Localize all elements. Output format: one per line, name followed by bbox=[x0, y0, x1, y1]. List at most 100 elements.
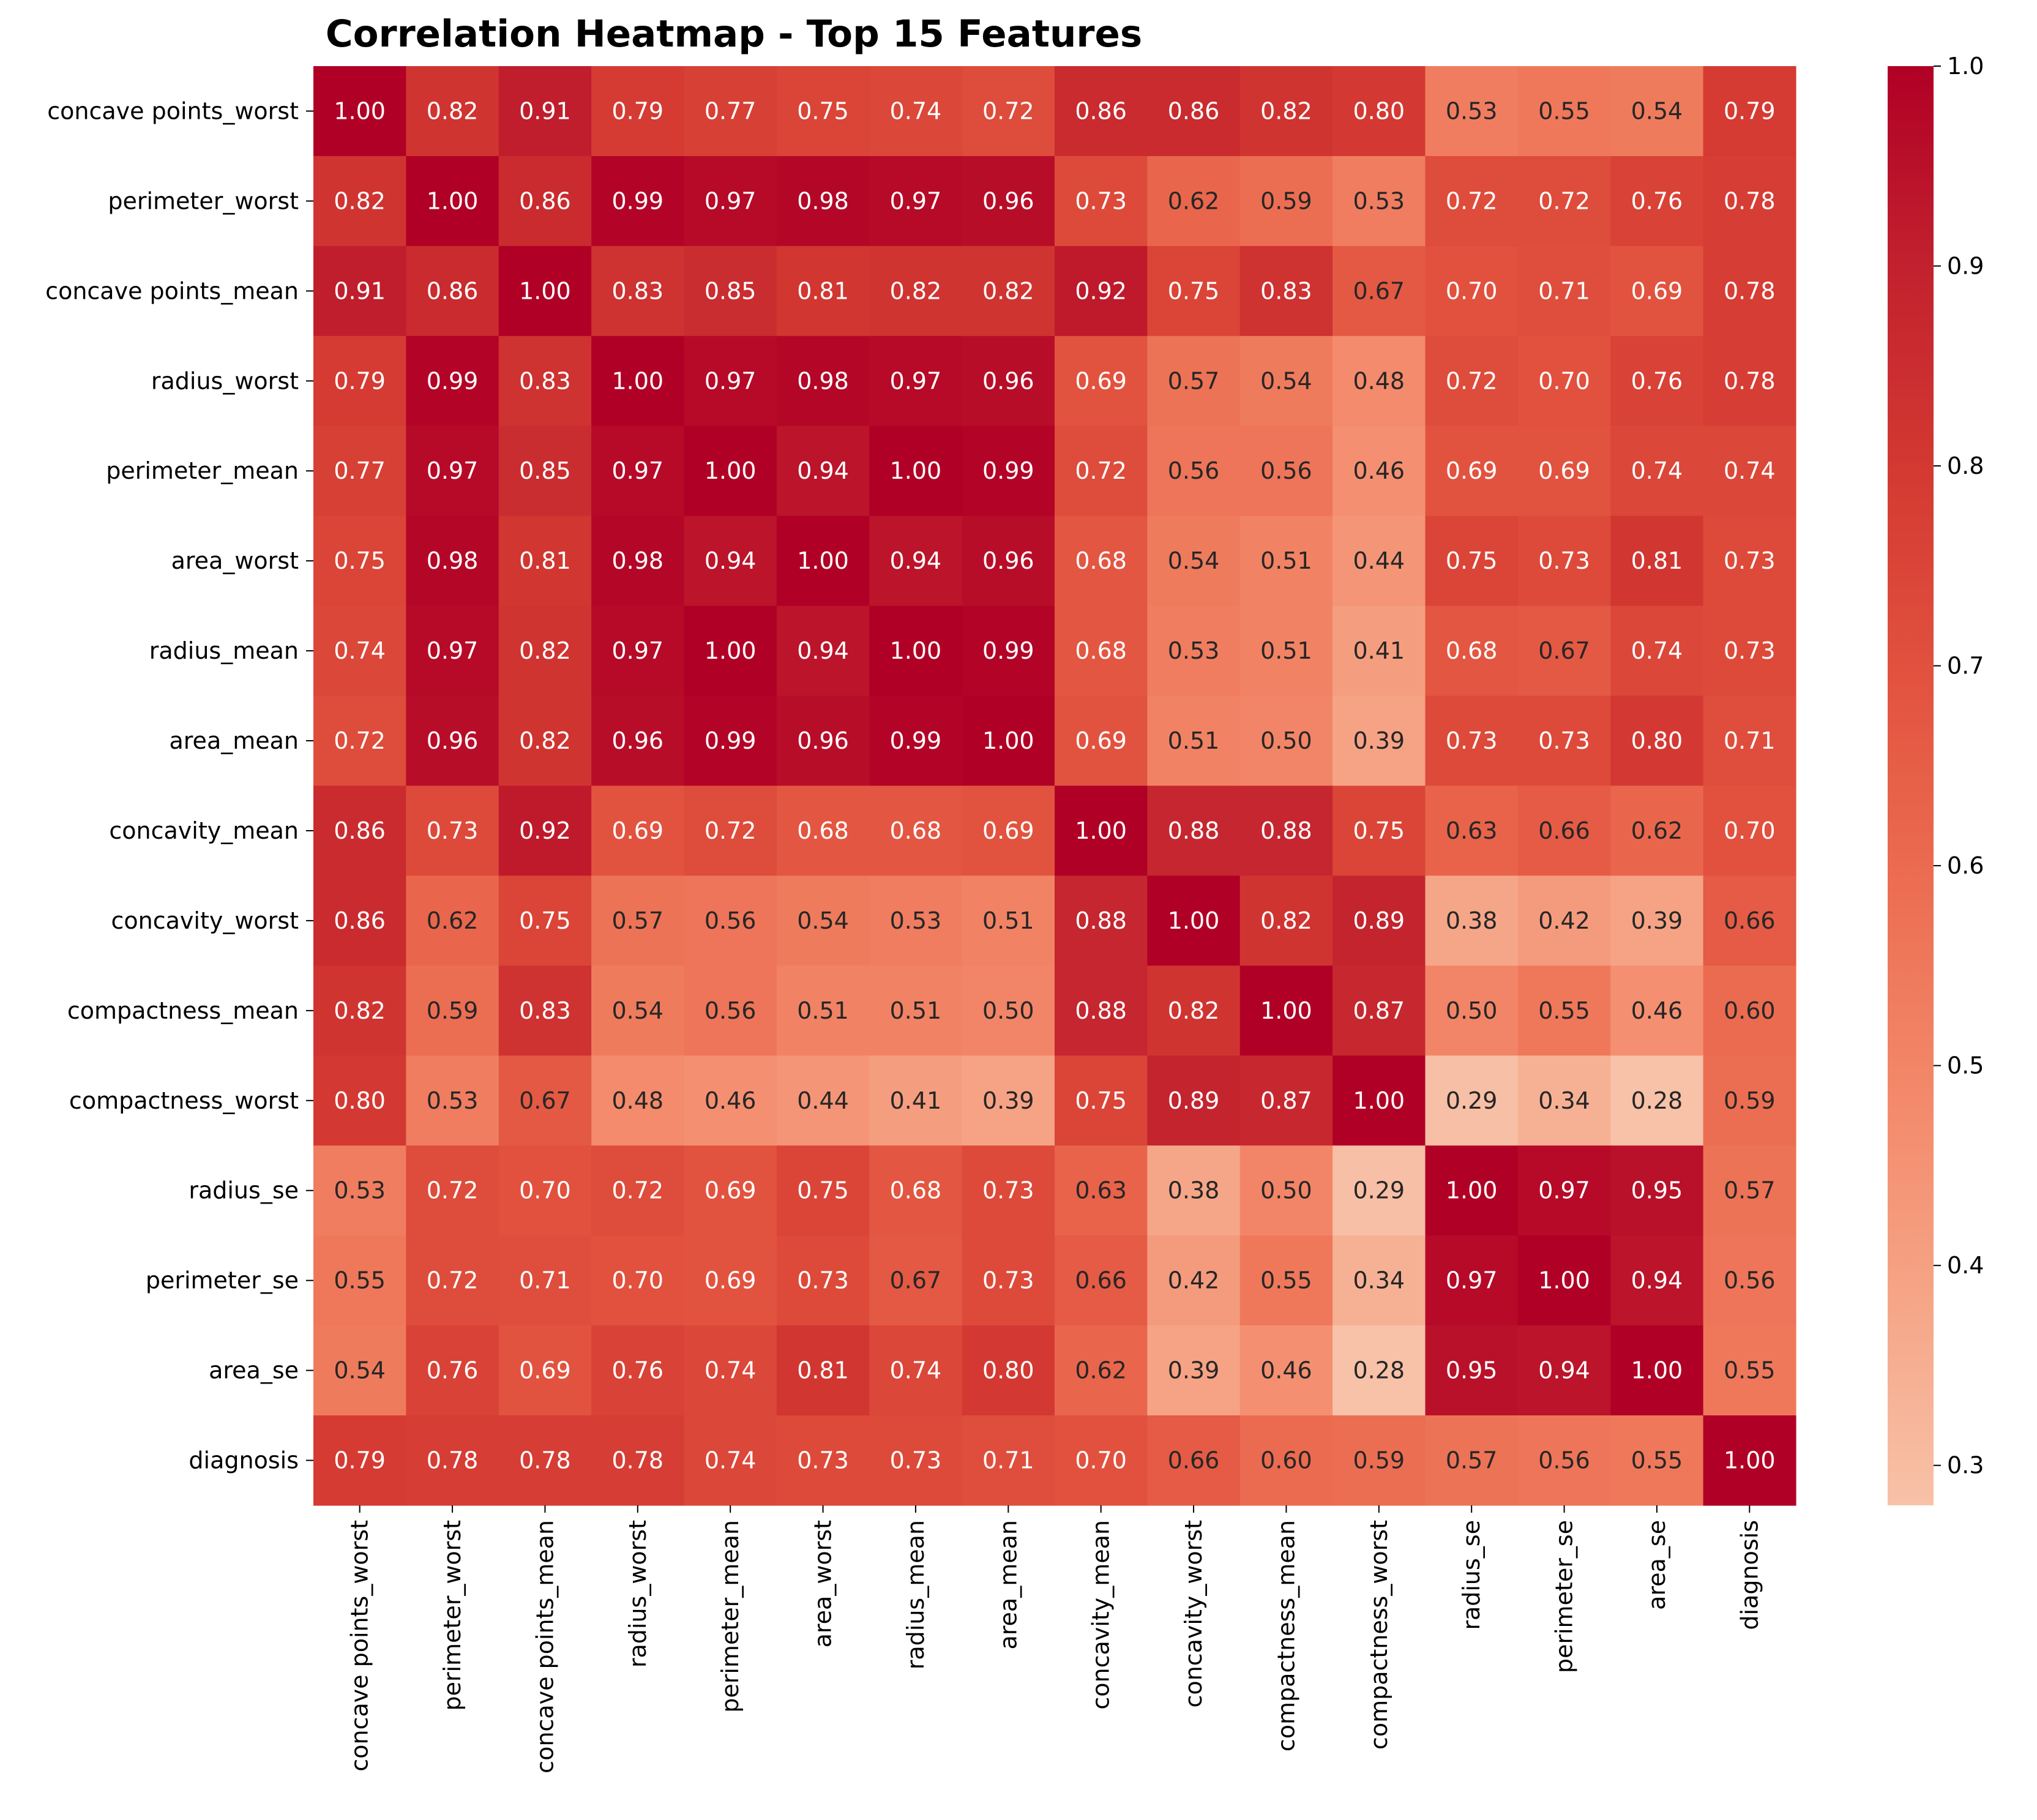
heatmap-cell bbox=[1703, 605, 1796, 697]
heatmap-cell bbox=[1055, 335, 1148, 427]
cell-value-label: 0.50 bbox=[1260, 1177, 1312, 1204]
heatmap-cell bbox=[962, 66, 1055, 157]
heatmap-cell bbox=[498, 785, 592, 877]
x-tick-label: radius_mean bbox=[902, 1520, 929, 1669]
cell-value-label: 0.60 bbox=[1724, 997, 1776, 1024]
cell-value-label: 0.68 bbox=[797, 817, 849, 844]
heatmap-cell bbox=[1517, 1145, 1611, 1236]
heatmap-cell bbox=[962, 425, 1055, 517]
heatmap-cell bbox=[1147, 1145, 1241, 1236]
cell-value-label: 1.00 bbox=[1631, 1357, 1683, 1384]
heatmap-cell bbox=[1147, 245, 1241, 337]
heatmap-cell bbox=[406, 155, 499, 247]
heatmap-cell bbox=[962, 965, 1055, 1056]
cell-value-label: 0.69 bbox=[705, 1177, 757, 1204]
cell-value-label: 0.72 bbox=[334, 727, 386, 754]
heatmap-cell bbox=[498, 1325, 592, 1416]
heatmap-cell bbox=[591, 66, 685, 157]
heatmap-cell bbox=[591, 695, 685, 787]
cell-value-label: 1.00 bbox=[1446, 1177, 1498, 1204]
cell-value-label: 0.39 bbox=[1168, 1357, 1220, 1384]
heatmap-cell bbox=[1703, 1055, 1796, 1146]
cell-value-label: 0.74 bbox=[705, 1447, 757, 1474]
y-tick-label: perimeter_worst bbox=[108, 187, 299, 214]
cell-value-label: 0.97 bbox=[427, 637, 479, 664]
cell-value-label: 0.85 bbox=[705, 277, 757, 304]
heatmap-cell bbox=[1055, 1235, 1148, 1326]
heatmap-cell bbox=[1239, 335, 1333, 427]
heatmap-cell bbox=[591, 1145, 685, 1236]
heatmap-cell bbox=[1703, 1325, 1796, 1416]
cell-value-label: 0.78 bbox=[612, 1447, 664, 1474]
heatmap-cell bbox=[1147, 875, 1241, 966]
heatmap-cell bbox=[1332, 425, 1426, 517]
cell-value-label: 0.73 bbox=[890, 1447, 942, 1474]
heatmap-cell bbox=[1147, 695, 1241, 787]
cell-value-label: 0.72 bbox=[1538, 187, 1590, 214]
heatmap-cell bbox=[498, 245, 592, 337]
x-tick-label: concavity_worst bbox=[1180, 1520, 1207, 1708]
cell-value-label: 0.83 bbox=[519, 997, 571, 1024]
cell-value-label: 0.82 bbox=[427, 97, 479, 124]
cell-value-label: 0.56 bbox=[705, 997, 757, 1024]
cell-value-label: 0.73 bbox=[982, 1267, 1034, 1294]
heatmap-cell bbox=[1610, 605, 1704, 697]
cell-value-label: 0.82 bbox=[519, 637, 571, 664]
heatmap-cell bbox=[1239, 155, 1333, 247]
cell-value-label: 0.89 bbox=[1353, 907, 1405, 934]
cell-value-label: 0.62 bbox=[1168, 187, 1220, 214]
cell-value-label: 0.82 bbox=[334, 187, 386, 214]
heatmap-cell bbox=[776, 875, 870, 966]
cell-value-label: 0.70 bbox=[1075, 1447, 1127, 1474]
heatmap-cell bbox=[406, 1325, 499, 1416]
cell-value-label: 0.66 bbox=[1724, 907, 1776, 934]
colorbar-tick-label: 1.0 bbox=[1947, 53, 1984, 80]
heatmap-cell bbox=[962, 1415, 1055, 1506]
cell-value-label: 0.46 bbox=[1631, 997, 1683, 1024]
heatmap-cell bbox=[1703, 155, 1796, 247]
y-tick-label: radius_mean bbox=[149, 637, 299, 664]
heatmap-cell bbox=[1703, 965, 1796, 1056]
heatmap-cell bbox=[1517, 875, 1611, 966]
colorbar-gradient bbox=[1888, 66, 1934, 1505]
cell-value-label: 0.55 bbox=[1538, 97, 1590, 124]
heatmap-cell bbox=[1147, 335, 1241, 427]
heatmap-cell bbox=[1239, 605, 1333, 697]
heatmap-cell bbox=[776, 155, 870, 247]
heatmap-cell bbox=[313, 66, 406, 157]
heatmap-cell bbox=[1517, 515, 1611, 607]
heatmap-cell bbox=[684, 335, 777, 427]
colorbar-tick-label: 0.8 bbox=[1947, 452, 1984, 479]
cell-value-label: 0.76 bbox=[1631, 187, 1683, 214]
cell-value-label: 0.57 bbox=[1168, 367, 1220, 394]
heatmap-cell bbox=[313, 1055, 406, 1146]
cell-value-label: 0.76 bbox=[612, 1357, 664, 1384]
cell-value-label: 0.98 bbox=[797, 187, 849, 214]
cell-value-label: 0.92 bbox=[1075, 277, 1127, 304]
cell-value-label: 0.34 bbox=[1353, 1267, 1405, 1294]
cell-value-label: 0.70 bbox=[1724, 817, 1776, 844]
x-tick-label: perimeter_mean bbox=[717, 1520, 744, 1713]
cell-value-label: 0.83 bbox=[1260, 277, 1312, 304]
cell-value-label: 0.97 bbox=[890, 367, 942, 394]
heatmap-cell bbox=[776, 1055, 870, 1146]
heatmap-cell bbox=[776, 335, 870, 427]
cell-value-label: 0.70 bbox=[519, 1177, 571, 1204]
x-axis: concave points_worst perimeter_worst conca… bbox=[346, 1505, 1763, 1773]
cell-value-label: 0.48 bbox=[1353, 367, 1405, 394]
y-tick-label: area_se bbox=[209, 1357, 299, 1384]
cell-value-label: 0.75 bbox=[797, 97, 849, 124]
heatmap-cell bbox=[869, 1325, 963, 1416]
heatmap-cell bbox=[1055, 965, 1148, 1056]
cell-value-label: 0.53 bbox=[1446, 97, 1498, 124]
cell-value-label: 0.71 bbox=[1538, 277, 1590, 304]
cell-value-label: 0.72 bbox=[1446, 187, 1498, 214]
cell-value-label: 0.68 bbox=[1075, 547, 1127, 574]
heatmap-cell bbox=[1332, 785, 1426, 877]
heatmap-cell bbox=[1610, 515, 1704, 607]
cell-value-label: 0.77 bbox=[705, 97, 757, 124]
heatmap-cell bbox=[498, 155, 592, 247]
cell-value-label: 1.00 bbox=[334, 97, 386, 124]
heatmap-cell bbox=[869, 965, 963, 1056]
y-tick-label: compactness_worst bbox=[69, 1087, 299, 1114]
